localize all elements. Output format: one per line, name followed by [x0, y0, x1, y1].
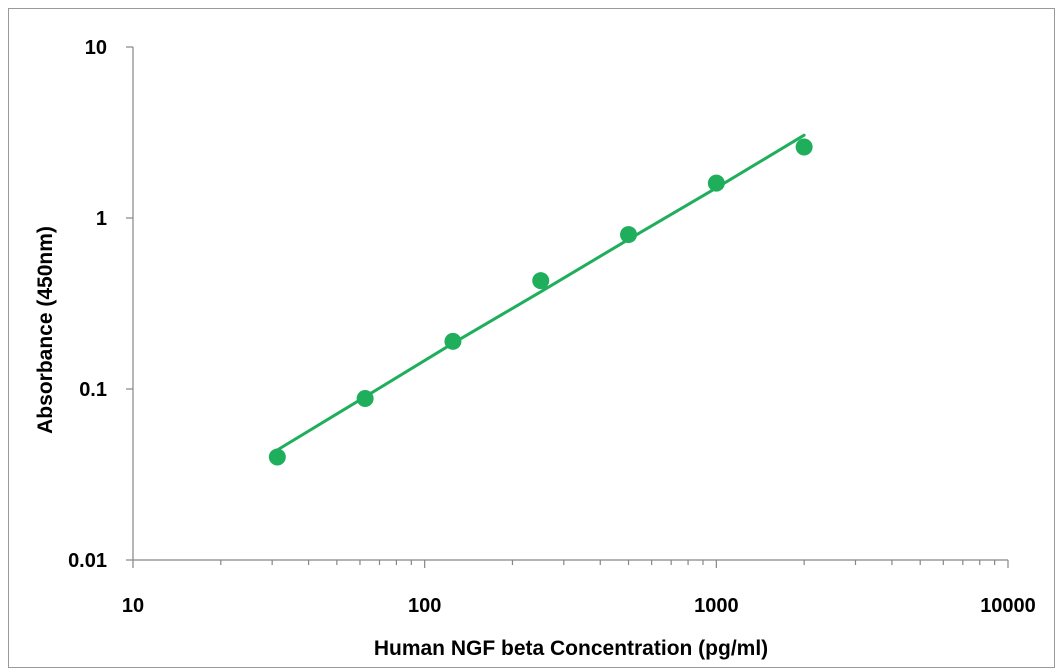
chart-frame	[8, 8, 1055, 668]
fit-line-group	[275, 133, 806, 452]
data-point	[620, 226, 638, 244]
x-axis-label: Human NGF beta Concentration (pg/ml)	[374, 637, 768, 660]
data-point	[532, 272, 550, 290]
x-tick-label: 1000	[694, 595, 739, 617]
minor-ticks-group	[220, 560, 996, 565]
data-points-group	[268, 138, 813, 466]
y-tick-label: 10	[85, 37, 107, 59]
data-point	[795, 138, 813, 156]
y-axis-label: Absorbance (450nm)	[34, 226, 57, 434]
data-point	[268, 448, 286, 466]
y-tick-label: 0.1	[79, 379, 107, 401]
data-point	[356, 389, 374, 407]
y-tick-label: 0.01	[68, 550, 107, 572]
fit-line	[275, 133, 806, 452]
y-tick-label: 1	[96, 208, 107, 230]
x-tick-label: 10	[122, 595, 144, 617]
x-tick-label: 100	[408, 595, 441, 617]
data-point	[444, 332, 462, 350]
tick-labels-group: 0.01 0.1 1 10 10 100 1000 10000	[68, 37, 1036, 617]
data-point	[707, 174, 725, 192]
x-tick-label: 10000	[980, 595, 1036, 617]
axes-group	[126, 46, 1009, 568]
